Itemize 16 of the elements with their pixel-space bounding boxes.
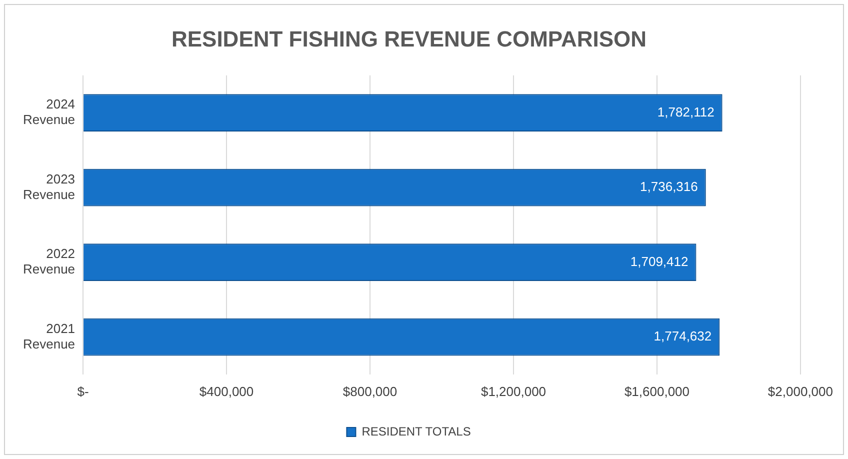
x-tick-label: $- <box>77 384 89 399</box>
chart-title: RESIDENT FISHING REVENUE COMPARISON <box>171 26 647 52</box>
x-tick-label: $2,000,000 <box>768 384 834 399</box>
y-tick-label: 2024 Revenue <box>22 96 76 128</box>
x-tick-label: $800,000 <box>342 384 398 399</box>
data-label: 1,782,112 <box>657 104 714 120</box>
data-label: 1,709,412 <box>630 254 688 269</box>
y-tick-label: 2022 Revenue <box>22 246 76 277</box>
y-tick-label: 2023 Revenue <box>22 171 76 202</box>
y-tick-label: 2021 Revenue <box>22 320 76 352</box>
data-label: 1,774,632 <box>654 328 712 344</box>
x-tick-label: $400,000 <box>199 384 254 399</box>
x-tick-label: $1,600,000 <box>624 384 690 399</box>
data-label: 1,736,316 <box>640 179 698 194</box>
legend-label: RESIDENT TOTALS <box>362 424 471 438</box>
x-tick-label: $1,200,000 <box>480 384 546 399</box>
